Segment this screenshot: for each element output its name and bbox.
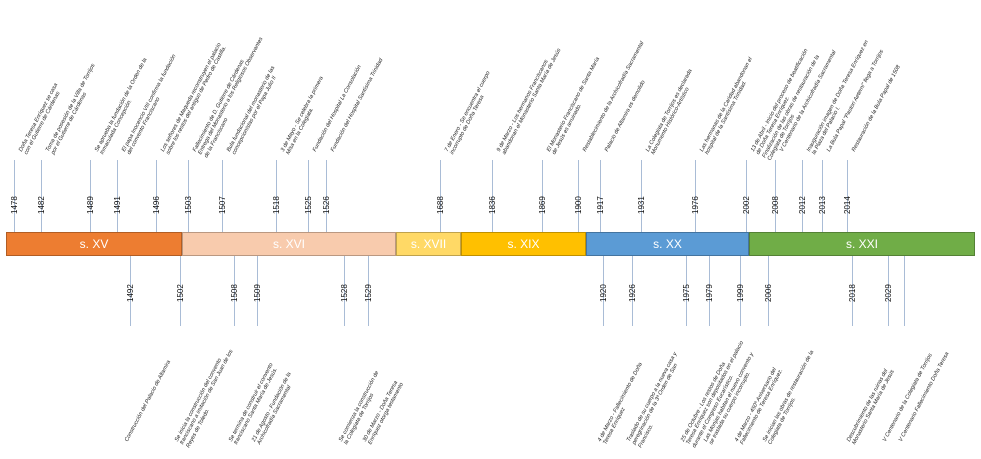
event-description: El Monasterio Franciscano de Santa María… [546, 56, 602, 156]
event-tick [904, 256, 905, 326]
event-tick [130, 256, 131, 326]
event-year: 1976 [691, 196, 700, 214]
event-tick [180, 256, 181, 326]
event-tick [41, 160, 42, 232]
event-year: 1496 [152, 196, 161, 214]
event-tick [308, 160, 309, 232]
event-year: 1688 [436, 196, 445, 214]
event-tick [600, 160, 601, 232]
event-description: Las hermanas de la Caridad abandonan el … [699, 56, 754, 156]
event-tick [775, 160, 776, 232]
event-tick [276, 160, 277, 232]
event-tick [344, 256, 345, 326]
event-description: La Colegiata de Torrijos es declarada Mo… [645, 68, 694, 156]
event-tick [641, 160, 642, 232]
event-tick [234, 256, 235, 326]
event-year: 1529 [364, 284, 373, 302]
event-year: 1931 [637, 196, 646, 214]
event-year: 2008 [771, 196, 780, 214]
event-tick [368, 256, 369, 326]
event-tick [542, 160, 543, 232]
event-year: 1492 [126, 284, 135, 302]
event-tick [746, 160, 747, 232]
event-tick [14, 160, 15, 232]
event-description: 3 de Mayo - Se celebra la primera Misa e… [280, 75, 325, 156]
event-year: 1526 [322, 196, 331, 214]
event-year: 1869 [538, 196, 547, 214]
century-band: s. XXI [749, 232, 975, 256]
event-year: 2029 [884, 284, 893, 302]
event-description: 7 de Enero - Se encuentra el cuerpo inco… [444, 70, 492, 156]
event-year: 1502 [176, 284, 185, 302]
event-year: 1508 [230, 284, 239, 302]
event-tick [188, 160, 189, 232]
event-year: 1503 [184, 196, 193, 214]
century-band: s. XIX [461, 232, 586, 256]
event-year: 1509 [253, 284, 262, 302]
event-year: 1482 [37, 196, 46, 214]
century-band: s. XVI [182, 232, 396, 256]
event-year: 1999 [736, 284, 745, 302]
event-tick [709, 256, 710, 326]
event-year: 2013 [818, 196, 827, 214]
event-year: 1507 [218, 196, 227, 214]
event-year: 1491 [113, 196, 122, 214]
event-tick [257, 256, 258, 326]
event-year: 1528 [340, 284, 349, 302]
event-tick [852, 256, 853, 326]
event-tick [440, 160, 441, 232]
event-tick [847, 160, 848, 232]
event-year: 1525 [304, 196, 313, 214]
event-year: 1489 [86, 196, 95, 214]
event-year: 1518 [272, 196, 281, 214]
century-band: s. XVII [396, 232, 461, 256]
event-tick [117, 160, 118, 232]
event-year: 1920 [599, 284, 608, 302]
century-band: s. XX [586, 232, 749, 256]
event-year: 2002 [742, 196, 751, 214]
event-tick [90, 160, 91, 232]
event-tick [740, 256, 741, 326]
event-tick [156, 160, 157, 232]
event-tick [822, 160, 823, 232]
event-year: 1926 [628, 284, 637, 302]
event-tick [802, 160, 803, 232]
event-year: 1478 [10, 196, 19, 214]
event-year: 1900 [574, 196, 583, 214]
event-year: 1979 [705, 284, 714, 302]
event-year: 2012 [798, 196, 807, 214]
event-year: 1836 [488, 196, 497, 214]
event-year: 1917 [596, 196, 605, 214]
event-tick [603, 256, 604, 326]
event-tick [578, 160, 579, 232]
event-tick [695, 160, 696, 232]
event-year: 2014 [843, 196, 852, 214]
event-tick [222, 160, 223, 232]
event-tick [888, 256, 889, 326]
event-year: 1975 [682, 284, 691, 302]
event-tick [326, 160, 327, 232]
event-year: 2006 [764, 284, 773, 302]
event-description: Palacio de Altamira es demolido [604, 79, 647, 153]
event-tick [632, 256, 633, 326]
event-tick [768, 256, 769, 326]
event-tick [686, 256, 687, 326]
event-year: 2018 [848, 284, 857, 302]
event-description: Construcción del Palacio de Altamira [124, 359, 173, 443]
event-tick [492, 160, 493, 232]
century-band: s. XV [6, 232, 182, 256]
